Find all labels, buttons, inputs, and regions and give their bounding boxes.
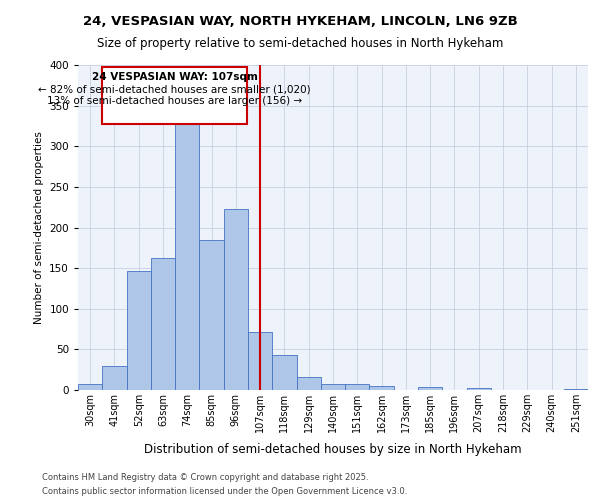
Bar: [345, 384, 370, 390]
Bar: [175, 122, 199, 390]
Text: Size of property relative to semi-detached houses in North Hykeham: Size of property relative to semi-detach…: [97, 38, 503, 51]
Text: Contains public sector information licensed under the Open Government Licence v3: Contains public sector information licen…: [42, 486, 407, 496]
Text: ← 82% of semi-detached houses are smaller (1,020): ← 82% of semi-detached houses are smalle…: [38, 84, 311, 94]
Bar: [296, 377, 321, 390]
Bar: [102, 366, 127, 390]
FancyBboxPatch shape: [102, 66, 247, 124]
Bar: [564, 389, 588, 390]
Bar: [370, 386, 394, 390]
Bar: [78, 384, 102, 390]
Text: 24, VESPASIAN WAY, NORTH HYKEHAM, LINCOLN, LN6 9ZB: 24, VESPASIAN WAY, NORTH HYKEHAM, LINCOL…: [83, 15, 517, 28]
Bar: [418, 387, 442, 390]
Bar: [224, 209, 248, 390]
Bar: [199, 240, 224, 390]
Bar: [467, 388, 491, 390]
Bar: [248, 332, 272, 390]
Bar: [151, 258, 175, 390]
Text: 13% of semi-detached houses are larger (156) →: 13% of semi-detached houses are larger (…: [47, 96, 302, 106]
Text: Contains HM Land Registry data © Crown copyright and database right 2025.: Contains HM Land Registry data © Crown c…: [42, 472, 368, 482]
Text: 24 VESPASIAN WAY: 107sqm: 24 VESPASIAN WAY: 107sqm: [92, 72, 257, 83]
Y-axis label: Number of semi-detached properties: Number of semi-detached properties: [34, 131, 44, 324]
Bar: [272, 355, 296, 390]
Bar: [127, 270, 151, 390]
Bar: [321, 384, 345, 390]
Text: Distribution of semi-detached houses by size in North Hykeham: Distribution of semi-detached houses by …: [144, 442, 522, 456]
